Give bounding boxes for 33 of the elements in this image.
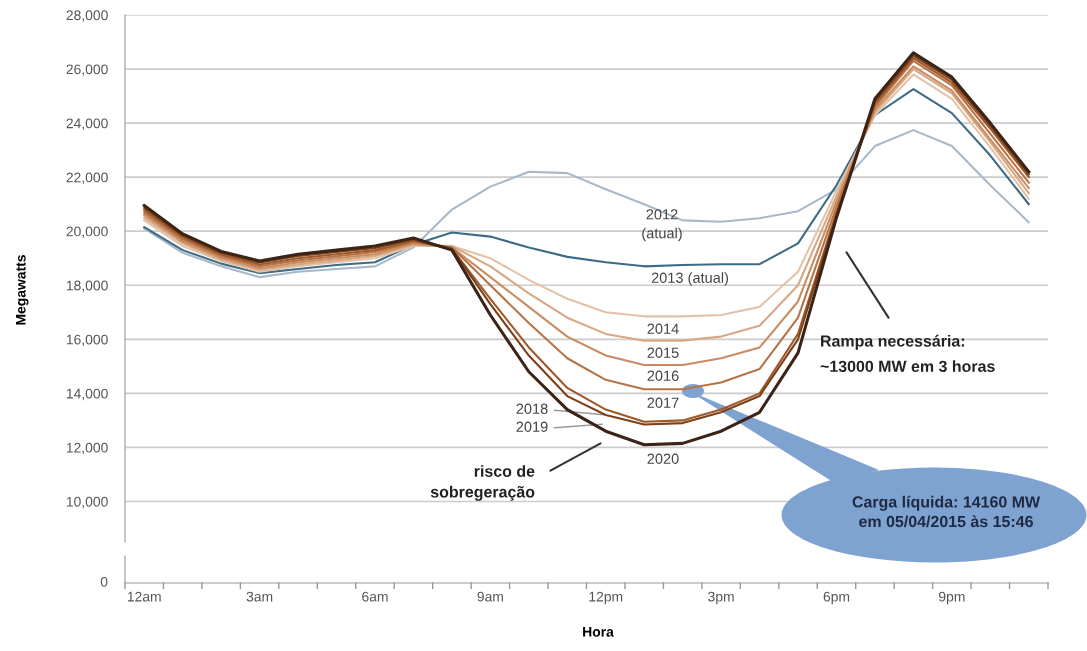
y-tick-label: 20,000 <box>66 226 108 239</box>
y-tick-label: 10,000 <box>66 496 108 509</box>
y-tick-label: 14,000 <box>66 388 108 401</box>
series-label: 2014 <box>647 323 679 334</box>
annotation: risco de sobregeração <box>430 465 535 501</box>
x-tick-label: 9am <box>477 591 503 602</box>
text: 0 <box>100 576 108 587</box>
annotation: Rampa necessária: ~13000 MW em 3 horas <box>820 334 995 373</box>
x-tick-label: 3am <box>246 591 273 602</box>
x-tick-label: 6am <box>362 591 388 602</box>
series-label: 2013 (atual) <box>651 272 729 286</box>
series-label: 2020 <box>647 453 679 464</box>
x-tick-label: 6pm <box>823 591 850 605</box>
x-tick-label: 12am <box>127 591 161 602</box>
y-tick-label: 12,000 <box>66 442 108 455</box>
x-tick-label: 3pm <box>708 591 734 605</box>
y-tick-label: 22,000 <box>66 172 108 184</box>
y-tick-label: 18,000 <box>66 280 108 293</box>
text: 2019 <box>516 421 548 432</box>
x-tick-label: 12pm <box>589 591 623 605</box>
x-axis-title: Hora <box>583 627 614 637</box>
series-label: 2018 <box>516 403 548 414</box>
series-label: 2012 (atual) <box>642 209 682 242</box>
y-tick-label: 26,000 <box>66 64 108 76</box>
x-tick-label: 9pm <box>939 591 965 605</box>
series-label: 2017 <box>647 397 679 408</box>
series-label: 2016 <box>647 370 679 381</box>
y-tick-label: 28,000 <box>66 10 108 22</box>
y-tick-label: 16,000 <box>66 334 108 347</box>
series-label: 2015 <box>647 347 679 358</box>
y-tick-label: 24,000 <box>66 118 108 130</box>
y-axis-title: Megawatts <box>15 255 29 325</box>
annotation: Carga líquida: 14160 MW em 05/04/2015 às 15:46 <box>852 495 1041 528</box>
